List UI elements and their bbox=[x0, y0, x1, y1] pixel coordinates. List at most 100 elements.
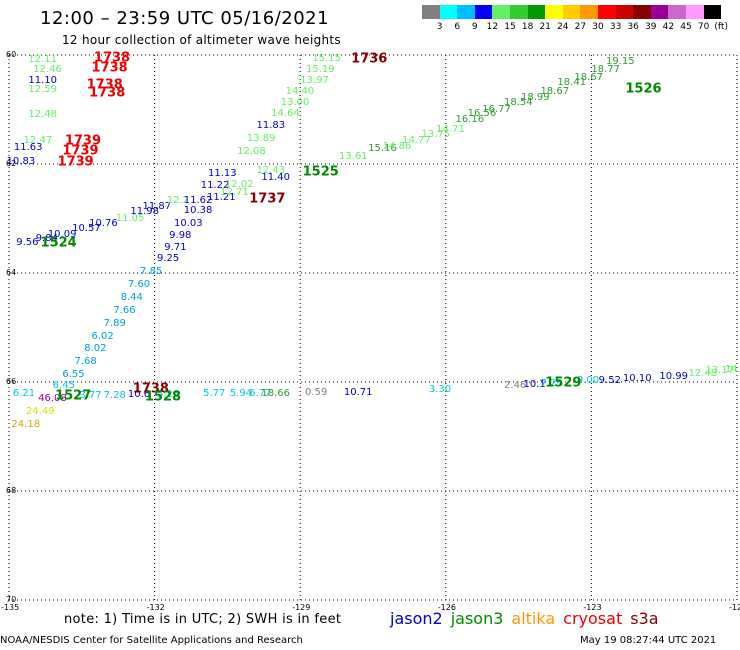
wave-height-label: 46.08 bbox=[38, 393, 67, 405]
wave-height-label: 16.16 bbox=[455, 114, 485, 126]
colorbar-label: 15 bbox=[504, 22, 516, 32]
latitude-tick-label: 62 bbox=[6, 159, 17, 168]
longitude-tick-label: -135 bbox=[1, 603, 20, 612]
wave-height-label: 3.77 bbox=[79, 389, 102, 401]
pass-time-label: 1736 bbox=[351, 51, 388, 67]
colorbar-swatch bbox=[633, 5, 651, 19]
colorbar-label: 3 bbox=[436, 22, 443, 32]
wave-height-label: 12.43 bbox=[256, 164, 286, 176]
wave-height-label: 18.41 bbox=[557, 77, 587, 89]
satellite-legend: jason2 jason3 altika cryosat s3a bbox=[390, 609, 667, 628]
colorbar-swatch bbox=[439, 5, 458, 19]
colorbar-label: 45 bbox=[680, 22, 692, 32]
legend-item-jason2: jason2 bbox=[390, 609, 443, 628]
legend-item-s3a: s3a bbox=[630, 609, 659, 628]
wave-height-label: 18.67 bbox=[540, 86, 570, 98]
wave-height-label: 18.66 bbox=[261, 387, 290, 399]
colorbar-swatch bbox=[527, 5, 546, 19]
colorbar-swatch bbox=[474, 5, 493, 19]
wave-height-label: 10.6 bbox=[127, 389, 151, 401]
wave-height-label: 13.00 bbox=[280, 96, 310, 108]
wave-height-label: 9.71 bbox=[164, 242, 187, 254]
wave-height-label: 6.02 bbox=[91, 330, 114, 342]
colorbar-swatch bbox=[580, 5, 598, 19]
wave-height-label: 14.71 bbox=[436, 123, 465, 135]
legend-item-cryosat: cryosat bbox=[563, 609, 623, 628]
wave-height-label: 10.10 bbox=[622, 373, 652, 385]
wave-height-label: 14.33 bbox=[724, 364, 740, 375]
wave-height-label: 9.98 bbox=[169, 230, 192, 242]
wave-height-label: 8.02 bbox=[84, 343, 107, 355]
pass-time-label: 1524 bbox=[40, 235, 77, 251]
wave-height-label: 18.99 bbox=[521, 91, 550, 103]
wave-height-label: 7.29 bbox=[540, 377, 563, 389]
wave-height-label: 10.83 bbox=[6, 156, 36, 168]
colorbar-swatch bbox=[545, 5, 563, 19]
wave-height-label: 6.55 bbox=[62, 369, 85, 381]
wave-height-label: 13.75 bbox=[421, 129, 451, 141]
wave-height-label: 13.97 bbox=[300, 74, 329, 86]
wave-height-label: 9.25 bbox=[157, 253, 180, 265]
colorbar bbox=[422, 5, 722, 19]
pass-time-label: 1526 bbox=[625, 81, 662, 97]
wave-height-label: 16.56 bbox=[467, 107, 497, 119]
wave-height-label: 18.67 bbox=[574, 71, 604, 83]
wave-height-label: 18.77 bbox=[591, 64, 621, 76]
colorbar-label: 70 bbox=[697, 22, 710, 32]
colorbar-swatch bbox=[562, 5, 581, 19]
wave-height-label: 11.87 bbox=[142, 200, 172, 212]
colorbar-label: 33 bbox=[609, 22, 622, 32]
colorbar-label: 12 bbox=[486, 22, 499, 32]
colorbar-swatch bbox=[422, 5, 440, 19]
wave-height-label: 12.47 bbox=[23, 135, 53, 147]
colorbar-swatch bbox=[685, 5, 704, 19]
latitude-tick-label: 66 bbox=[6, 377, 17, 386]
wave-height-label: 7.60 bbox=[127, 278, 151, 290]
wave-height-label: 11.22 bbox=[200, 179, 230, 191]
wave-height-label: 2.46 bbox=[504, 379, 527, 391]
colorbar-label: 27 bbox=[574, 22, 587, 32]
pass-time-label: 1738 bbox=[132, 381, 169, 397]
wave-height-label: 7.85 bbox=[140, 265, 163, 277]
pass-time-label: 1738 bbox=[93, 50, 131, 66]
pass-time-label: 1529 bbox=[545, 375, 582, 391]
wave-height-label: 14.77 bbox=[402, 135, 431, 147]
wave-height-label: 14.40 bbox=[285, 86, 315, 98]
colorbar-swatch bbox=[650, 5, 669, 19]
pass-time-label: 1739 bbox=[64, 133, 101, 149]
legend-item-jason3: jason3 bbox=[450, 609, 504, 628]
latitude-tick-label: 60 bbox=[6, 50, 17, 59]
wave-height-label: 13.89 bbox=[246, 133, 276, 145]
footer-note: note: 1) Time is in UTC; 2) SWH is in fe… bbox=[64, 612, 342, 627]
colorbar-swatch bbox=[597, 5, 616, 19]
wave-height-label: 11.10 bbox=[28, 75, 58, 87]
wave-height-label: 11.13 bbox=[207, 167, 237, 179]
colorbar-label: 6 bbox=[454, 22, 461, 32]
wave-height-label: 10.03 bbox=[174, 217, 203, 229]
colorbar-label: 18 bbox=[521, 22, 534, 32]
wave-height-label: 24.18 bbox=[11, 418, 41, 430]
footer-date: May 19 08:27:44 UTC 2021 bbox=[580, 635, 717, 646]
legend-item-altika: altika bbox=[511, 609, 556, 628]
longitude-tick-label: -132 bbox=[146, 603, 165, 612]
pass-time-label: 1527 bbox=[55, 388, 92, 404]
pass-time-label: 1737 bbox=[249, 191, 286, 207]
footer-credit: NOAA/NESDIS Center for Satellite Applica… bbox=[0, 635, 303, 646]
colorbar-label: 39 bbox=[645, 22, 657, 32]
graticule bbox=[8, 54, 738, 601]
pass-time-label: 1738 bbox=[86, 77, 123, 93]
wave-height-label: 10.09 bbox=[47, 228, 77, 240]
wave-height-label: 24.49 bbox=[25, 405, 55, 417]
wave-height-label: 12.11 bbox=[28, 54, 58, 66]
wave-height-label: 6.77 bbox=[249, 387, 272, 399]
wave-height-label: 12.08 bbox=[237, 146, 266, 157]
pass-time-label: 1528 bbox=[144, 389, 182, 405]
wave-height-label: 15.19 bbox=[306, 63, 335, 75]
wave-height-label: 6.45 bbox=[52, 380, 75, 392]
wave-height-label: 15.16 bbox=[368, 143, 397, 155]
wave-height-label: 6.21 bbox=[12, 387, 36, 399]
wave-height-label: 9.56 bbox=[16, 237, 39, 249]
pass-time-label: 1739 bbox=[62, 143, 99, 159]
wave-height-label: 11.62 bbox=[183, 195, 213, 207]
wave-height-label: 3.30 bbox=[428, 384, 452, 396]
